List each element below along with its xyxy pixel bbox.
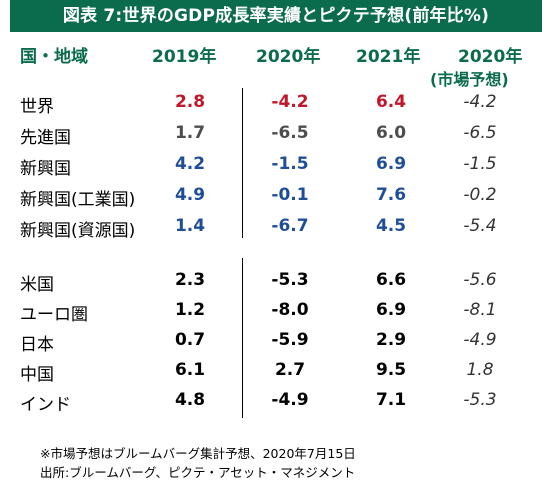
cell-value: -0.2: [463, 185, 497, 205]
chart-title: 図表 7:世界のGDP成長率実績とピクテ予想(前年比%): [10, 0, 542, 32]
cell-value: 0.7: [174, 330, 206, 350]
header-region: 国・地域: [20, 47, 88, 67]
cell-value: -5.6: [463, 270, 497, 290]
row-label: 新興国(工業国): [20, 190, 136, 210]
table-divider-lower: [242, 258, 243, 418]
table-divider-upper: [242, 88, 243, 238]
chart-title-text: 図表 7:世界のGDP成長率実績とピクテ予想(前年比%): [62, 6, 490, 26]
row-label: 新興国: [20, 159, 71, 179]
cell-value: 6.1: [174, 360, 206, 380]
cell-value: 1.4: [174, 216, 206, 236]
cell-value: 6.4: [375, 92, 407, 112]
cell-value: 1.7: [174, 123, 206, 143]
cell-value: -4.2: [271, 92, 309, 112]
cell-value: -8.0: [271, 300, 309, 320]
row-label: 日本: [20, 335, 54, 355]
row-label: 先進国: [20, 128, 71, 148]
cell-value: 4.5: [375, 216, 407, 236]
cell-value: 9.5: [375, 360, 407, 380]
cell-value: -1.5: [463, 154, 497, 174]
header-2021: 2021年: [356, 47, 421, 67]
cell-value: 2.8: [174, 92, 206, 112]
cell-value: 4.9: [174, 185, 206, 205]
header-consensus-sub: (市場予想): [430, 70, 509, 89]
header-consensus: 2020年: [458, 47, 523, 67]
cell-value: -6.5: [463, 123, 497, 143]
cell-value: 1.8: [466, 360, 494, 380]
cell-value: 7.1: [375, 390, 407, 410]
cell-value: -1.5: [271, 154, 309, 174]
cell-value: -5.3: [463, 390, 497, 410]
cell-value: 1.2: [174, 300, 206, 320]
cell-value: 6.9: [375, 300, 407, 320]
footnote-source-note: ※市場予想はブルームバーグ集計予想、2020年7月15日: [40, 446, 356, 461]
header-2020: 2020年: [256, 47, 321, 67]
cell-value: 2.3: [174, 270, 206, 290]
cell-value: 6.9: [375, 154, 407, 174]
row-label: 世界: [20, 97, 54, 117]
cell-value: 4.2: [174, 154, 206, 174]
header-2019: 2019年: [152, 47, 217, 67]
row-label: 米国: [20, 275, 54, 295]
row-label: 中国: [20, 365, 54, 385]
cell-value: -4.9: [271, 390, 309, 410]
row-label: 新興国(資源国): [20, 221, 136, 241]
cell-value: -6.5: [271, 123, 309, 143]
cell-value: -5.4: [463, 216, 497, 236]
cell-value: -5.3: [271, 270, 309, 290]
cell-value: 2.9: [375, 330, 407, 350]
cell-value: 7.6: [375, 185, 407, 205]
cell-value: -6.7: [271, 216, 309, 236]
cell-value: 4.8: [174, 390, 206, 410]
cell-value: 6.0: [375, 123, 407, 143]
footnote-source: 出所:ブルームバーグ、ピクテ・アセット・マネジメント: [40, 465, 356, 480]
cell-value: -0.1: [271, 185, 309, 205]
cell-value: 2.7: [274, 360, 306, 380]
cell-value: -4.9: [463, 330, 497, 350]
cell-value: 6.6: [375, 270, 407, 290]
cell-value: -4.2: [463, 92, 497, 112]
cell-value: -8.1: [463, 300, 497, 320]
row-label: インド: [20, 395, 71, 415]
row-label: ユーロ圏: [20, 305, 88, 325]
cell-value: -5.9: [271, 330, 309, 350]
